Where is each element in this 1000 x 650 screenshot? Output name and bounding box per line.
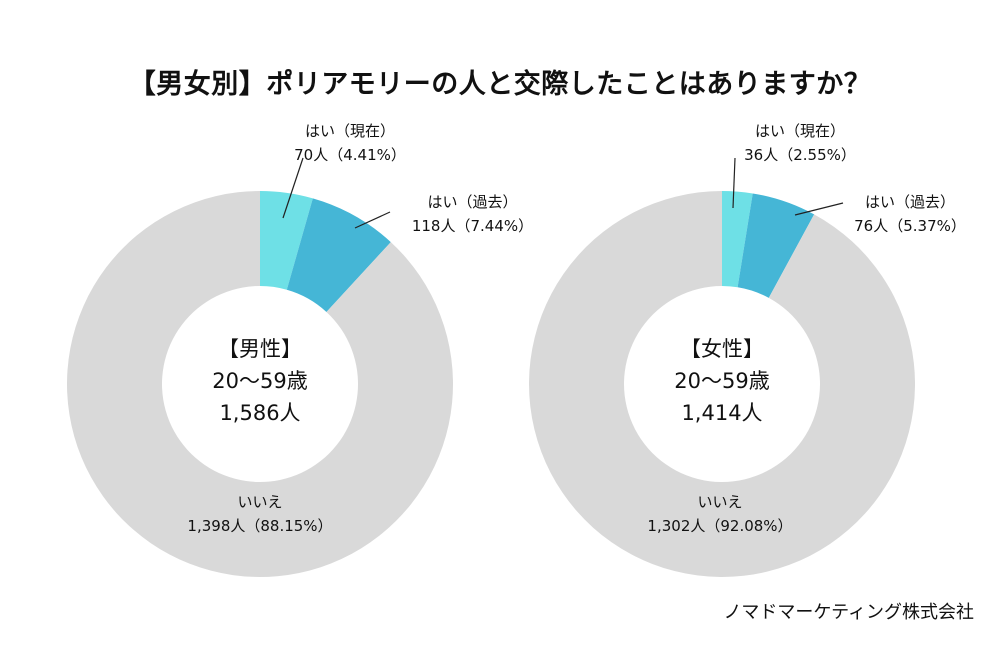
- chart-title: 【男女別】ポリアモリーの人と交際したことはありますか？: [128, 69, 872, 100]
- label-male-no-name: いいえ: [237, 493, 283, 511]
- label-male-no-value: 1,398人（88.15%）: [187, 517, 333, 535]
- leader-line-past: [794, 202, 844, 216]
- label-male-past: はい（過去） 118人（7.44%）: [405, 190, 540, 238]
- leader-line-current: [732, 157, 736, 209]
- center-male-total: 1,586人: [219, 401, 301, 425]
- leader-line-current: [282, 157, 304, 219]
- donut-female: [528, 157, 915, 577]
- slice-no: [528, 191, 915, 577]
- slice-no: [67, 191, 454, 578]
- donut-male: [67, 157, 454, 578]
- label-male-current-name: はい（現在）: [304, 122, 395, 140]
- label-female-current-value: 36人（2.55%）: [744, 146, 856, 164]
- label-female-current: はい（現在） 36人（2.55%）: [740, 119, 860, 167]
- label-male-current: はい（現在） 70人（4.41%）: [290, 119, 410, 167]
- slice-current: [722, 191, 753, 288]
- center-male-age: 20〜59歳: [212, 369, 308, 393]
- center-female-age: 20〜59歳: [674, 369, 770, 393]
- label-male-past-name: はい（過去）: [427, 193, 518, 211]
- center-female-total: 1,414人: [681, 401, 763, 425]
- label-female-no: いいえ 1,302人（92.08%）: [625, 490, 815, 538]
- label-female-past-name: はい（過去）: [864, 193, 955, 211]
- leader-line-past: [354, 211, 391, 229]
- label-male-no: いいえ 1,398人（88.15%）: [165, 490, 355, 538]
- company-credit: ノマドマーケティング株式会社: [723, 602, 974, 623]
- label-female-past-value: 76人（5.37%）: [854, 217, 966, 235]
- center-male-group: 【男性】: [218, 337, 302, 361]
- center-female: 【女性】 20〜59歳 1,414人: [622, 333, 822, 429]
- label-female-no-value: 1,302人（92.08%）: [647, 517, 793, 535]
- label-male-past-value: 118人（7.44%）: [411, 217, 534, 235]
- center-male: 【男性】 20〜59歳 1,586人: [160, 333, 360, 429]
- label-female-no-name: いいえ: [697, 493, 743, 511]
- slice-current: [260, 191, 313, 290]
- label-female-past: はい（過去） 76人（5.37%）: [845, 190, 975, 238]
- center-female-group: 【女性】: [680, 337, 764, 361]
- slice-past: [286, 198, 391, 312]
- slice-past: [737, 193, 815, 298]
- label-female-current-name: はい（現在）: [754, 122, 845, 140]
- label-male-current-value: 70人（4.41%）: [294, 146, 406, 164]
